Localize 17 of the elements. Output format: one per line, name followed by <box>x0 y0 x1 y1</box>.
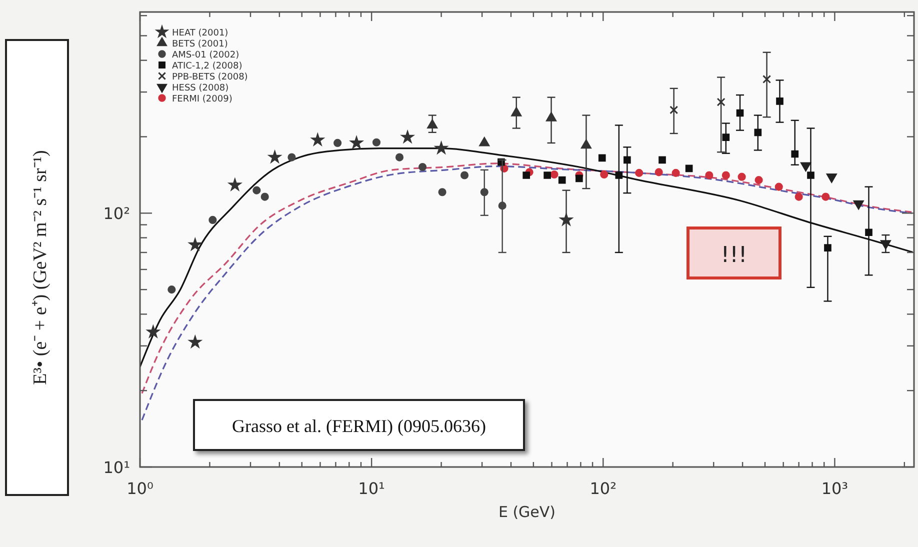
exclamation-box: !!! <box>686 226 782 280</box>
x-tick-label: 10⁰ <box>126 479 154 498</box>
legend-label: FERMI (2009) <box>172 94 232 104</box>
annotation: Grasso et al. (FERMI) (0905.0636) <box>232 416 486 436</box>
legend-label: ATIC-1,2 (2008) <box>172 62 242 72</box>
legend-label: PPB-BETS (2008) <box>172 72 248 82</box>
legend-label: HESS (2008) <box>172 84 229 94</box>
legend-label: AMS-01 (2002) <box>172 50 240 60</box>
y-axis-title: E³• (e⁻ + e⁺) (GeV² m⁻² s⁻¹ sr⁻¹) <box>30 150 51 385</box>
annotation: !!! <box>720 243 748 268</box>
legend-label: HEAT (2001) <box>172 28 228 38</box>
x-tick-label: 10³ <box>821 479 848 498</box>
x-tick-label: 10¹ <box>358 479 385 498</box>
citation-box: Grasso et al. (FERMI) (0905.0636) <box>193 399 525 451</box>
legend-label: BETS (2001) <box>172 40 228 50</box>
x-axis-title: E (GeV) <box>498 503 556 521</box>
x-tick-label: 10² <box>590 479 617 498</box>
